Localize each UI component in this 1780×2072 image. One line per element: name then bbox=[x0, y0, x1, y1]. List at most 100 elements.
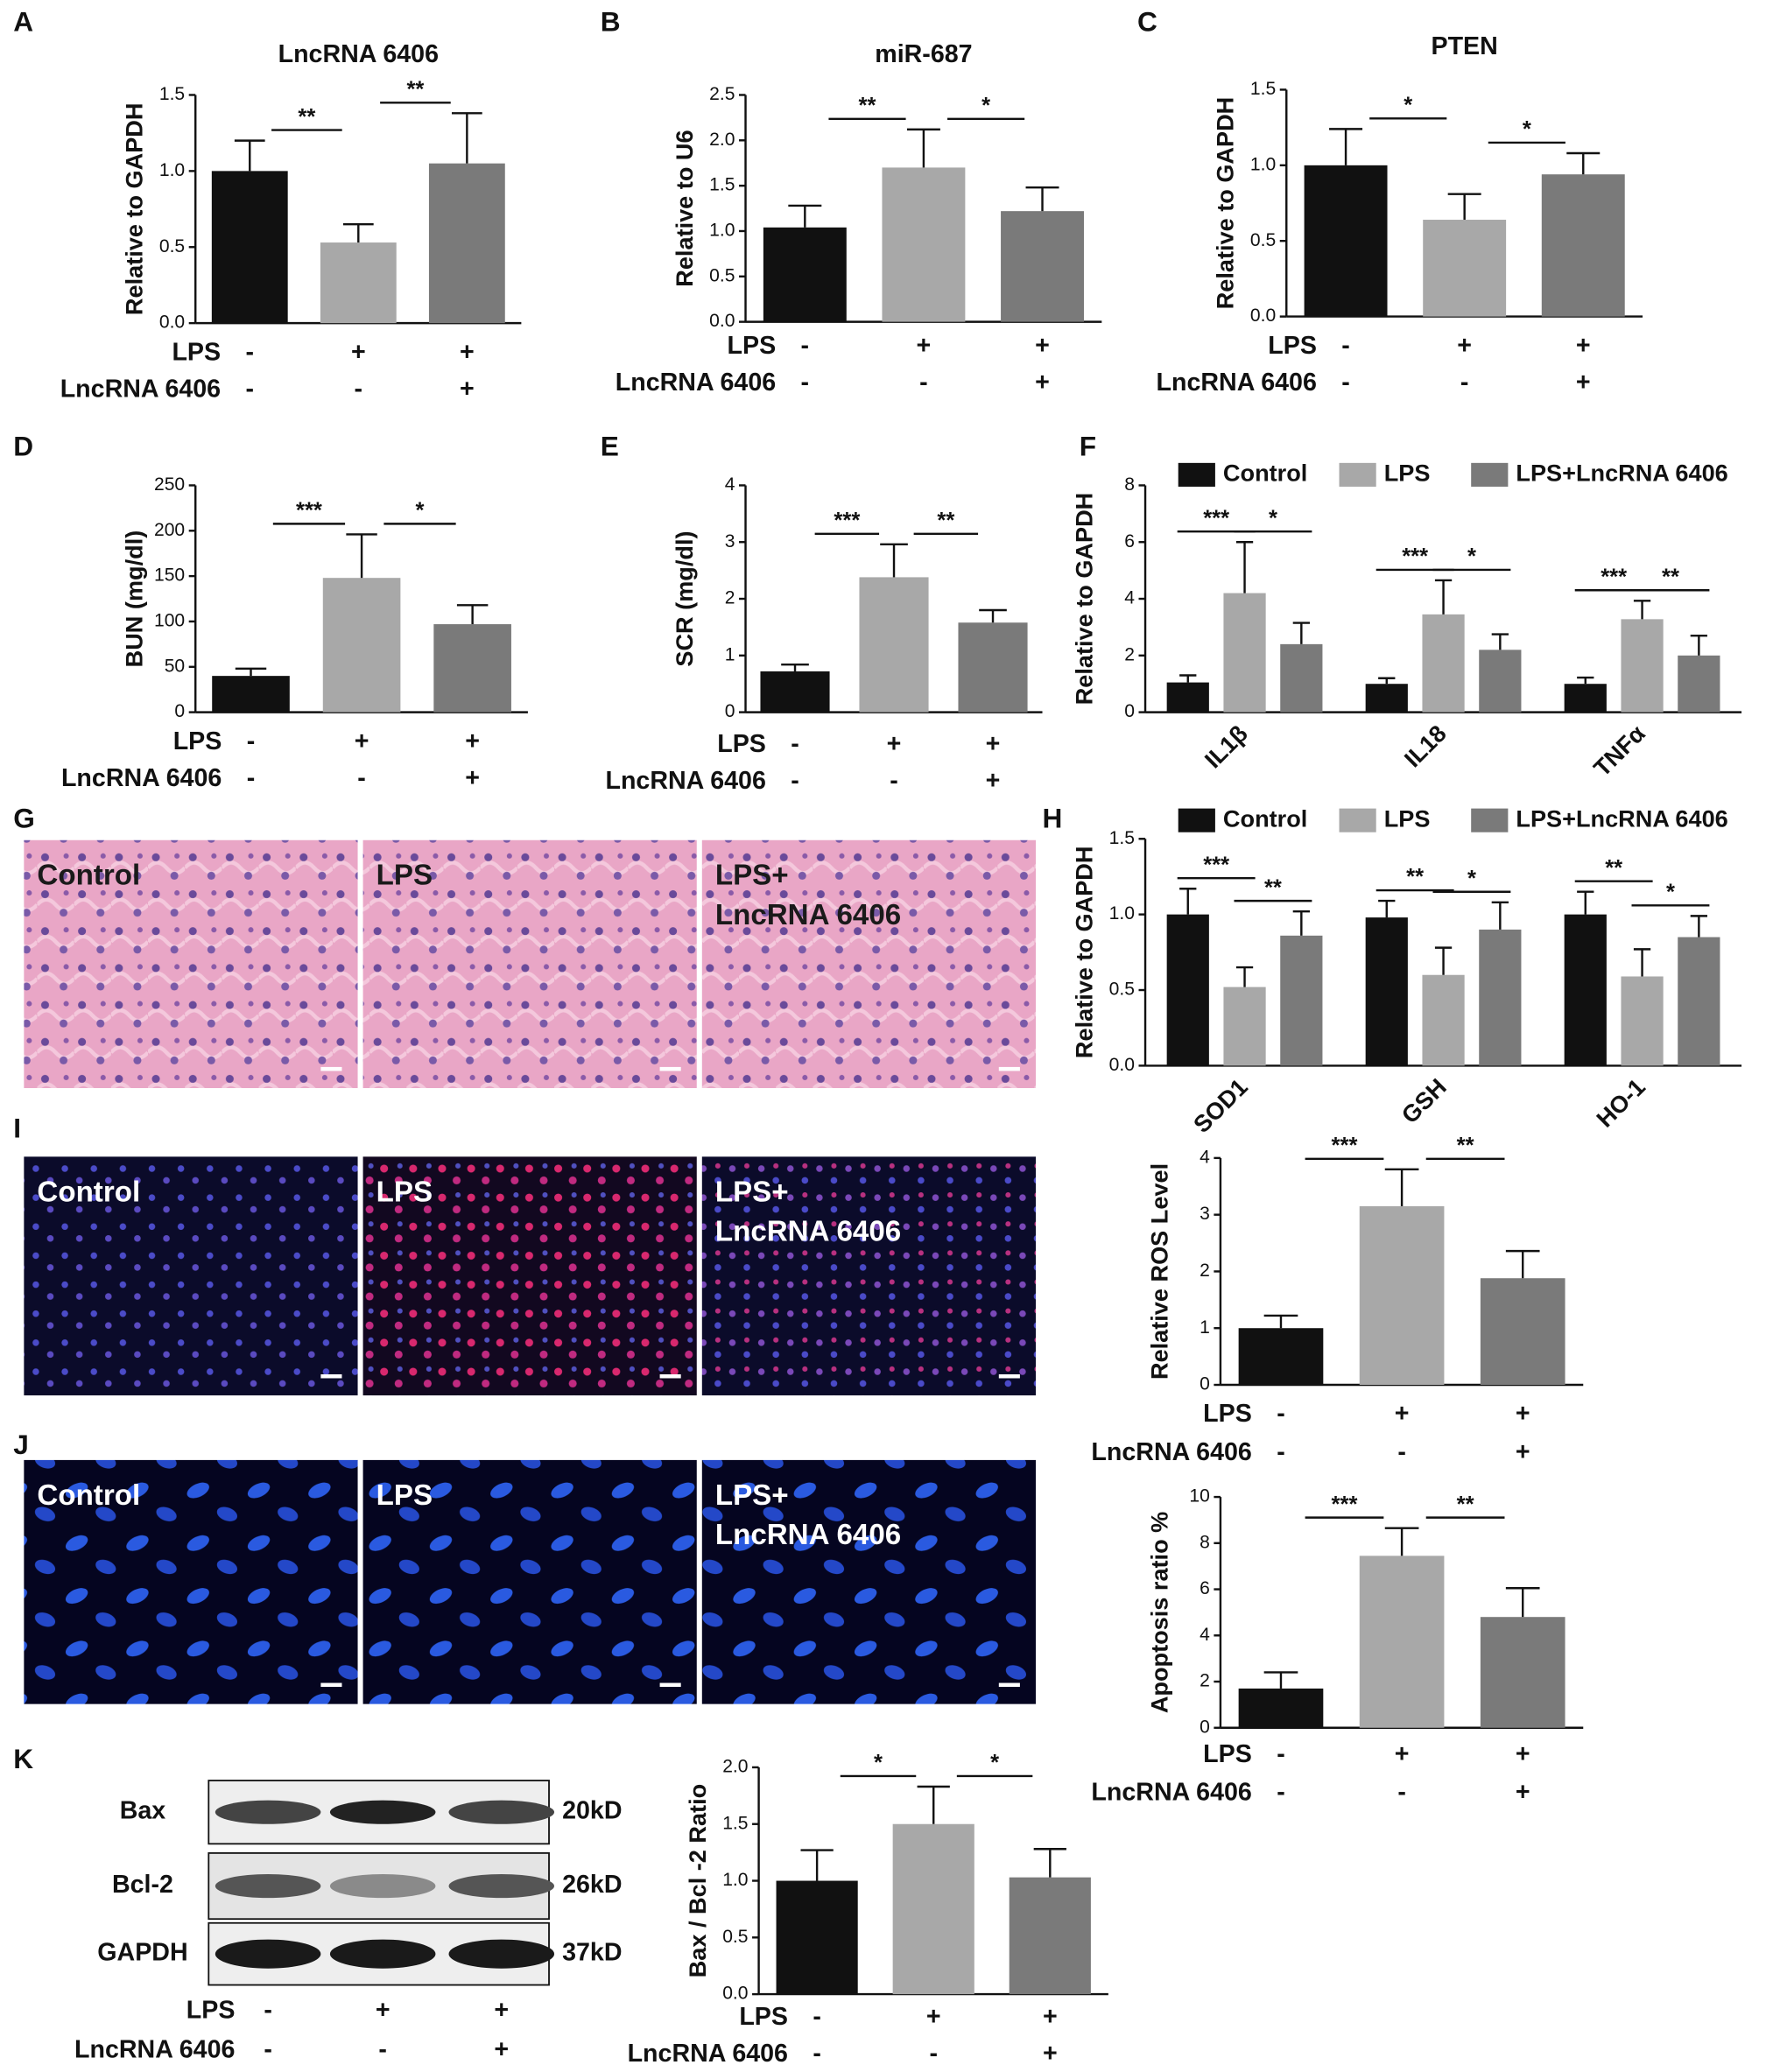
y-tick-label: 150 bbox=[154, 565, 185, 586]
micrograph-label: Control bbox=[37, 860, 140, 892]
significance-label: * bbox=[981, 94, 990, 118]
condition-mark: - bbox=[245, 376, 254, 404]
condition-mark: + bbox=[1035, 369, 1050, 397]
significance-label: ** bbox=[1457, 1134, 1474, 1158]
scale-bar bbox=[998, 1682, 1020, 1688]
bar bbox=[1621, 976, 1664, 1066]
condition-mark: - bbox=[245, 338, 254, 366]
significance-label: ** bbox=[1457, 1493, 1474, 1517]
condition-mark: + bbox=[1043, 2003, 1058, 2031]
y-tick-label: 1.5 bbox=[1250, 79, 1276, 99]
legend-swatch bbox=[1178, 808, 1215, 832]
bar bbox=[1365, 917, 1408, 1066]
micrograph bbox=[24, 1156, 358, 1396]
condition-mark: + bbox=[1395, 1740, 1410, 1768]
legend-swatch bbox=[1339, 808, 1376, 832]
panel-label: F bbox=[1080, 431, 1096, 462]
condition-label: LncRNA 6406 bbox=[1091, 1779, 1251, 1807]
condition-mark: - bbox=[1397, 1779, 1406, 1807]
bar bbox=[1238, 1328, 1324, 1386]
legend-label: Control bbox=[1223, 460, 1307, 487]
y-tick-label: 2.0 bbox=[722, 1757, 748, 1777]
blot-band bbox=[448, 1939, 555, 1969]
significance-label: * bbox=[1523, 117, 1531, 142]
chart-title: PTEN bbox=[1432, 32, 1498, 60]
bar bbox=[1678, 655, 1720, 713]
condition-mark: - bbox=[1277, 1400, 1285, 1428]
condition-label: LPS bbox=[1203, 1740, 1252, 1768]
blot-band bbox=[215, 1939, 321, 1969]
condition-mark: - bbox=[813, 2040, 821, 2068]
significance-label: * bbox=[1467, 867, 1476, 891]
bar bbox=[428, 163, 505, 324]
bar bbox=[958, 622, 1028, 713]
bar bbox=[1238, 1688, 1324, 1728]
legend-label: LPS bbox=[1384, 804, 1431, 832]
significance-label: * bbox=[990, 1751, 999, 1775]
micrograph bbox=[362, 839, 697, 1089]
legend-label: Control bbox=[1223, 804, 1307, 832]
bar bbox=[1480, 1278, 1565, 1386]
condition-mark: - bbox=[1277, 1740, 1285, 1768]
condition-mark: + bbox=[1035, 332, 1050, 360]
scale-bar bbox=[320, 1066, 342, 1071]
y-tick-label: 1.5 bbox=[1109, 828, 1135, 848]
micrograph-label: LncRNA 6406 bbox=[715, 899, 901, 931]
bar bbox=[1423, 220, 1507, 317]
y-tick-label: 6 bbox=[1200, 1578, 1210, 1598]
size-label: 37kD bbox=[562, 1939, 622, 1967]
significance-label: ** bbox=[1662, 565, 1679, 589]
condition-mark: + bbox=[465, 764, 480, 792]
condition-mark: - bbox=[929, 2040, 938, 2068]
condition-mark: + bbox=[1516, 1779, 1530, 1807]
bar bbox=[1280, 935, 1323, 1066]
significance-label: *** bbox=[1203, 506, 1229, 530]
condition-mark: - bbox=[355, 376, 363, 404]
condition-mark: + bbox=[1576, 369, 1591, 397]
y-tick-label: 0.0 bbox=[1250, 306, 1276, 326]
chart-title: LncRNA 6406 bbox=[278, 40, 439, 68]
y-tick-label: 0 bbox=[1200, 1374, 1210, 1394]
y-axis-label: Relative to GAPDH bbox=[1212, 97, 1239, 310]
y-tick-label: 2 bbox=[725, 588, 735, 608]
panel-label: H bbox=[1043, 803, 1063, 834]
condition-mark: - bbox=[813, 2003, 821, 2031]
significance-label: ** bbox=[298, 105, 315, 130]
micrograph-label: LPS bbox=[376, 1479, 433, 1512]
bar bbox=[1621, 619, 1664, 713]
micrograph-label: LPS bbox=[376, 860, 433, 892]
legend-label: LPS+LncRNA 6406 bbox=[1516, 804, 1727, 832]
condition-mark: - bbox=[264, 1996, 272, 2024]
size-label: 20kD bbox=[562, 1797, 622, 1825]
bar bbox=[1223, 987, 1266, 1066]
y-axis-label: Relative ROS Level bbox=[1145, 1163, 1172, 1380]
significance-label: *** bbox=[1601, 565, 1627, 589]
condition-mark: + bbox=[494, 2035, 509, 2063]
micrograph-label: LPS+ bbox=[715, 1479, 789, 1512]
micrograph-label: LPS+ bbox=[715, 860, 789, 892]
legend-swatch bbox=[1471, 808, 1509, 832]
bar bbox=[1564, 684, 1607, 713]
condition-mark: + bbox=[351, 338, 366, 366]
y-tick-label: 4 bbox=[725, 474, 735, 495]
condition-mark: - bbox=[801, 369, 810, 397]
scale-bar bbox=[659, 1373, 681, 1379]
y-tick-label: 1 bbox=[725, 644, 735, 664]
micrograph-label: LPS+ bbox=[715, 1176, 789, 1208]
bar bbox=[1009, 1877, 1091, 1995]
condition-mark: + bbox=[887, 730, 902, 758]
micrograph bbox=[701, 839, 1036, 1089]
significance-label: * bbox=[1467, 544, 1476, 569]
y-tick-label: 4 bbox=[1200, 1147, 1210, 1167]
y-tick-label: 250 bbox=[154, 474, 185, 495]
micrograph bbox=[24, 839, 358, 1089]
y-tick-label: 3 bbox=[1200, 1204, 1210, 1224]
condition-mark: + bbox=[1457, 332, 1472, 360]
bar bbox=[882, 167, 966, 322]
condition-mark: + bbox=[917, 332, 932, 360]
y-axis-label: Relative to GAPDH bbox=[1070, 493, 1097, 706]
legend-swatch bbox=[1178, 462, 1215, 487]
condition-label: LncRNA 6406 bbox=[60, 376, 221, 404]
significance-label: *** bbox=[1332, 1134, 1358, 1158]
